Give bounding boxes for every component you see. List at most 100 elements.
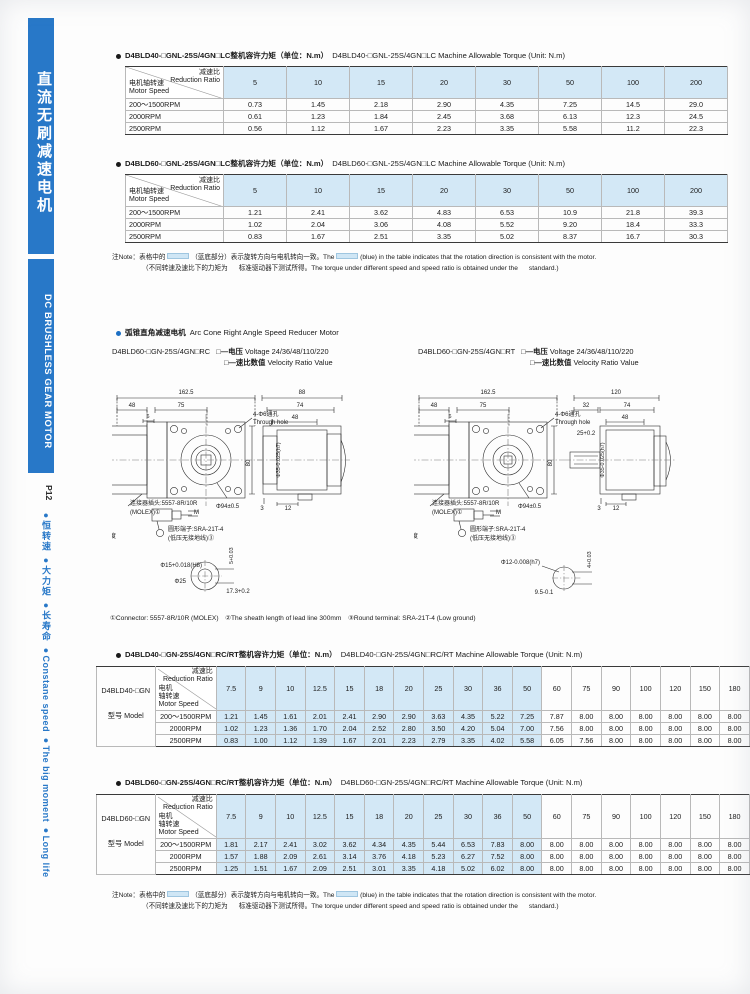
t3-r2c2: 1.12 [275, 734, 306, 747]
t3-r1c8: 4.20 [452, 722, 484, 735]
t3-r2c7: 2.79 [423, 734, 454, 747]
table2-r0c3: 4.83 [412, 206, 476, 219]
t3-r1c0: 1.02 [215, 722, 247, 735]
table-row: 2500RPM 0.56 1.12 1.67 2.23 3.35 5.58 11… [125, 122, 728, 135]
blue-swatch-icon [167, 891, 190, 897]
table1-r1c2: 1.84 [349, 110, 413, 123]
svg-text:6: 6 [147, 414, 150, 420]
t4-speed-cn2: 轴转速 [158, 821, 180, 828]
drawing-left-rc: 162.5 48 75 6 [112, 378, 407, 603]
t3-r2c1: 1.00 [245, 734, 276, 747]
table2-col-ratio-2: 15 [349, 174, 413, 207]
svg-text:Φ25: Φ25 [175, 579, 187, 585]
t4-r1c12: 8.00 [571, 850, 602, 863]
t4-r1c4: 3.14 [334, 850, 365, 863]
sidebar-title-cn: 直流无刷减速电机 [28, 18, 54, 254]
svg-text:74: 74 [297, 403, 304, 409]
t4-model-col-label: 型号 Model [107, 838, 144, 848]
svg-text:(低压无接地线)③: (低压无接地线)③ [168, 534, 214, 542]
table2-corner-cell: 减速比 Reduction Ratio 电机轴转速 Motor Speed [125, 174, 224, 207]
t4-speed-cn1: 电机 [158, 813, 173, 820]
svg-text:Φ35-0.025(h7): Φ35-0.025(h7) [276, 442, 282, 477]
t3-r2c4: 1.67 [334, 734, 365, 747]
arc-left-opt2-cn: □—速比数值 [224, 358, 266, 367]
t4-r2c7: 4.18 [423, 862, 454, 875]
t4-r0c5: 4.34 [363, 838, 395, 851]
table1-r2c0: 0.56 [223, 122, 287, 135]
arc-heading: 弧锥直角减速电机 Arc Cone Right Angle Speed Redu… [116, 328, 339, 338]
t4-col-ratio-14: 100 [630, 794, 661, 839]
table1-r2c1: 1.12 [286, 122, 350, 135]
sidebar-page-label: P12 [44, 485, 54, 501]
table1-r1c0: 0.61 [223, 110, 287, 123]
table1-r0c7: 29.0 [664, 98, 728, 111]
svg-text:5+0.03: 5+0.03 [229, 547, 235, 564]
table1-col-ratio-4: 30 [475, 66, 539, 99]
t4-col-ratio-12: 75 [571, 794, 602, 839]
table1-col-ratio-0: 5 [223, 66, 287, 99]
table2-r1c4: 5.52 [475, 218, 539, 231]
t3-col-ratio-1: 9 [245, 666, 276, 711]
table2-r1c5: 9.20 [538, 218, 602, 231]
note-block-2: 注Note：表格中的 （蓝底部分）表示旋转方向与电机转向一致。The (blue… [112, 890, 742, 912]
sidebar-feature-en-1: The big moment [41, 745, 51, 823]
t4-col-ratio-3: 12.5 [304, 794, 336, 839]
svg-text:引出线长度: 引出线长度 [414, 532, 418, 540]
svg-text:(低压无接地线)③: (低压无接地线)③ [470, 534, 516, 542]
arc-title-en: Arc Cone Right Angle Speed Reducer Motor [189, 328, 339, 337]
t3-r1c13: 8.00 [600, 722, 632, 735]
note2-line2-a: （不同转速及速比下的力矩为 [142, 903, 228, 910]
t4-r1c0: 1.57 [215, 850, 247, 863]
t3-r0c2: 1.61 [275, 710, 306, 723]
t3-model-col-label: 型号 Model [107, 710, 144, 720]
table1-row2-speed: 2500RPM [125, 122, 224, 135]
table2-r2c5: 8.37 [538, 230, 602, 243]
table1-r2c3: 2.23 [412, 122, 476, 135]
t4-r1c11: 8.00 [541, 850, 573, 863]
table1-r2c4: 3.35 [475, 122, 539, 135]
table4-heading-en: D4BLD60-□GN-25S/4GN□RC/RT Machine Allowa… [340, 778, 583, 787]
arc-right-model: D4BLD60-□GN-25S/4GN□RT □—电压 Voltage 24/3… [418, 346, 639, 368]
t3-ratio-en: Reduction Ratio [162, 676, 213, 683]
t3-r0c6: 2.90 [393, 710, 425, 723]
table-d4bld60-lc: 减速比 Reduction Ratio 电机轴转速 Motor Speed 5 10… [125, 174, 728, 243]
t3-r0c8: 4.35 [452, 710, 484, 723]
arc-right-opt1-cn: □—电压 [521, 347, 548, 356]
table2-r2c0: 0.83 [223, 230, 287, 243]
table2-r1c6: 18.4 [601, 218, 665, 231]
t4-col-ratio-0: 7.5 [215, 794, 247, 839]
t3-r1c15: 8.00 [659, 722, 691, 735]
svg-text:48: 48 [292, 415, 299, 421]
svg-text:48: 48 [622, 415, 629, 421]
svg-text:32: 32 [583, 403, 590, 409]
t3-row1-speed: 2000RPM [154, 722, 217, 735]
t4-r2c8: 5.02 [452, 862, 484, 875]
t4-r1c9: 7.52 [482, 850, 513, 863]
t3-r1c14: 8.00 [630, 722, 661, 735]
svg-text:48: 48 [431, 403, 438, 409]
table2-heading-en: D4BLD60-□GNL-25S/4GN□LC Machine Allowabl… [332, 159, 565, 168]
svg-text:圆形端子:SRA-21T-4: 圆形端子:SRA-21T-4 [168, 525, 224, 533]
drawing-right-rt: 162.5 48 75 6 4-Φ6通孔 Through hole 80 [414, 378, 709, 603]
table2-row1-speed: 2000RPM [125, 218, 224, 231]
t4-r2c12: 8.00 [571, 862, 602, 875]
table-row: 2000RPM 1.02 1.23 1.36 1.70 2.04 2.52 2.80 3.50 4… [97, 722, 750, 735]
t4-r0c8: 6.53 [452, 838, 484, 851]
t3-col-ratio-8: 30 [452, 666, 484, 711]
table-row: 2000RPM 0.61 1.23 1.84 2.45 3.68 6.13 12… [125, 110, 728, 123]
t3-r2c14: 8.00 [630, 734, 661, 747]
sidebar-feature-cn-0: 恒转速 [41, 520, 51, 553]
table1-heading: D4BLD40-□GNL-25S/4GN□LC整机容许力矩（单位：N.m） D4… [116, 51, 565, 61]
note1-line1-b: （蓝底部分）表示旋转方向与电机转向一致。The [191, 254, 335, 261]
t4-r1c13: 8.00 [600, 850, 632, 863]
arc-left-model-code: D4BLD60-□GN-25S/4GN□RC [112, 347, 211, 356]
svg-text:Φ15+0.018(H8): Φ15+0.018(H8) [160, 563, 202, 569]
t3-r0c15: 8.00 [659, 710, 691, 723]
svg-text:Φ35-0.025(h7): Φ35-0.025(h7) [600, 442, 606, 477]
t3-col-ratio-12: 75 [571, 666, 602, 711]
t4-r0c15: 8.00 [659, 838, 691, 851]
t3-r1c5: 2.52 [363, 722, 395, 735]
table1-r2c6: 11.2 [601, 122, 665, 135]
svg-text:(MOLEX)①: (MOLEX)① [130, 509, 160, 516]
t3-r2c5: 2.01 [363, 734, 395, 747]
